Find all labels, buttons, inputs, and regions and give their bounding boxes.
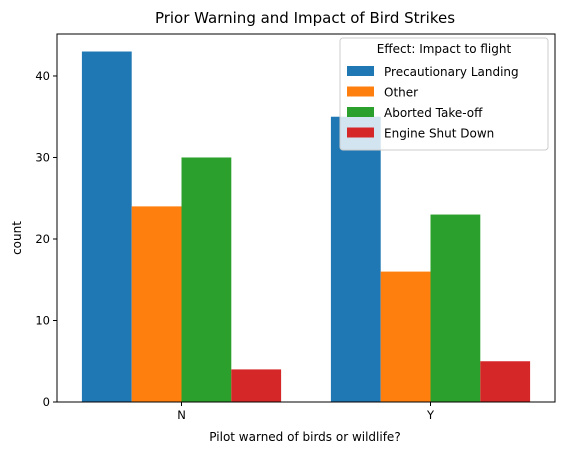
- legend-swatch: [347, 127, 374, 138]
- bar-n-aborted-take-off: [181, 157, 232, 402]
- legend-label: Precautionary Landing: [384, 65, 519, 79]
- x-tick-label: Y: [426, 408, 435, 422]
- legend-swatch: [347, 107, 374, 117]
- legend-items: Precautionary Landing Other Aborted Take-o…: [347, 65, 519, 141]
- legend-label: Other: [384, 86, 418, 100]
- bars-group: [81, 51, 531, 403]
- bar-y-engine-shut-down: [480, 361, 531, 402]
- y-tick-label: 30: [35, 150, 50, 164]
- legend-title: Effect: Impact to flight: [377, 42, 512, 56]
- y-axis-label: count: [10, 221, 24, 255]
- x-tick-label: N: [177, 408, 186, 422]
- bar-n-engine-shut-down: [231, 369, 282, 402]
- legend: Effect: Impact to flight Precautionary L…: [339, 37, 549, 151]
- y-axis-ticks: 0 10 20 30 40: [35, 69, 57, 409]
- bar-y-precautionary-landing: [330, 116, 381, 402]
- y-tick-label: 0: [43, 395, 50, 409]
- plot-frame: [56, 33, 556, 403]
- legend-swatch: [347, 66, 374, 76]
- y-tick-label: 20: [35, 232, 50, 246]
- legend-swatch: [347, 86, 374, 97]
- legend-label: Aborted Take-off: [384, 106, 483, 120]
- y-tick-label: 10: [35, 313, 50, 327]
- bar-n-other: [131, 206, 182, 402]
- y-tick-label: 40: [35, 69, 50, 83]
- legend-box: [339, 37, 549, 151]
- x-axis-label: Pilot warned of birds or wildlife?: [209, 430, 400, 444]
- bar-y-other: [380, 271, 431, 402]
- legend-label: Engine Shut Down: [384, 127, 494, 141]
- chart-title: Prior Warning and Impact of Bird Strikes: [155, 9, 455, 27]
- bar-y-aborted-take-off: [430, 214, 481, 402]
- bar-n-precautionary-landing: [81, 51, 132, 403]
